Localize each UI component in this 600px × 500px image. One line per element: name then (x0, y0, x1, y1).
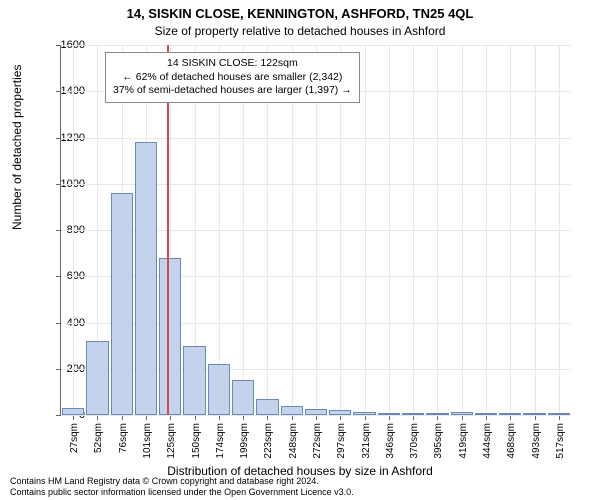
histogram-bar (232, 380, 254, 415)
info-annotation-box: 14 SISKIN CLOSE: 122sqm ← 62% of detache… (105, 52, 360, 103)
xtick-label: 272sqm (312, 423, 323, 459)
histogram-bar (86, 341, 108, 415)
chart-title-sub: Size of property relative to detached ho… (0, 24, 600, 38)
y-axis-label: Number of detached properties (10, 65, 24, 230)
histogram-bar (451, 412, 473, 415)
xtick-label: 27sqm (69, 423, 80, 453)
histogram-bar (111, 193, 133, 415)
xtick-label: 101sqm (142, 423, 153, 459)
xtick-label: 76sqm (118, 423, 129, 453)
xtick-label: 395sqm (433, 423, 444, 459)
gridline-vertical (389, 45, 390, 415)
xtick-label: 174sqm (215, 423, 226, 459)
xtick-label: 346sqm (385, 423, 396, 459)
gridline-vertical (559, 45, 560, 415)
xtick-label: 493sqm (531, 423, 542, 459)
histogram-bar (159, 258, 181, 415)
attribution-line-1: Contains HM Land Registry data © Crown c… (10, 476, 590, 487)
xtick-label: 52sqm (93, 423, 104, 453)
xtick-label: 150sqm (191, 423, 202, 459)
attribution-line-2: Contains public sector information licen… (10, 487, 590, 498)
xtick-label: 517sqm (555, 423, 566, 459)
gridline-vertical (73, 45, 74, 415)
histogram-bar (402, 413, 424, 415)
xtick-label: 223sqm (263, 423, 274, 459)
xtick-label: 297sqm (336, 423, 347, 459)
histogram-bar (62, 408, 84, 415)
xtick-label: 370sqm (409, 423, 420, 459)
xtick-label: 419sqm (458, 423, 469, 459)
xtick-label: 248sqm (288, 423, 299, 459)
gridline-vertical (413, 45, 414, 415)
gridline-vertical (510, 45, 511, 415)
gridline-vertical (462, 45, 463, 415)
histogram-bar (135, 142, 157, 415)
histogram-bar (353, 412, 375, 415)
histogram-bar (499, 413, 521, 415)
histogram-bar (475, 413, 497, 415)
histogram-bar (183, 346, 205, 415)
gridline-vertical (535, 45, 536, 415)
histogram-bar (305, 409, 327, 415)
gridline-horizontal (61, 415, 571, 416)
info-line-1: 14 SISKIN CLOSE: 122sqm (113, 57, 352, 71)
info-line-2: ← 62% of detached houses are smaller (2,… (113, 71, 352, 85)
chart-title-main: 14, SISKIN CLOSE, KENNINGTON, ASHFORD, T… (0, 6, 600, 21)
xtick-label: 444sqm (482, 423, 493, 459)
attribution-text: Contains HM Land Registry data © Crown c… (10, 476, 590, 498)
histogram-bar (548, 413, 570, 415)
chart-container: 14, SISKIN CLOSE, KENNINGTON, ASHFORD, T… (0, 0, 600, 500)
histogram-bar (426, 413, 448, 415)
histogram-bar (281, 406, 303, 415)
histogram-bar (378, 413, 400, 415)
gridline-vertical (486, 45, 487, 415)
xtick-label: 125sqm (166, 423, 177, 459)
xtick-label: 199sqm (239, 423, 250, 459)
histogram-bar (329, 410, 351, 415)
histogram-bar (208, 364, 230, 415)
xtick-label: 468sqm (506, 423, 517, 459)
info-line-3: 37% of semi-detached houses are larger (… (113, 84, 352, 98)
histogram-bar (523, 413, 545, 415)
xtick-label: 321sqm (361, 423, 372, 459)
histogram-bar (256, 399, 278, 415)
gridline-vertical (437, 45, 438, 415)
gridline-vertical (365, 45, 366, 415)
